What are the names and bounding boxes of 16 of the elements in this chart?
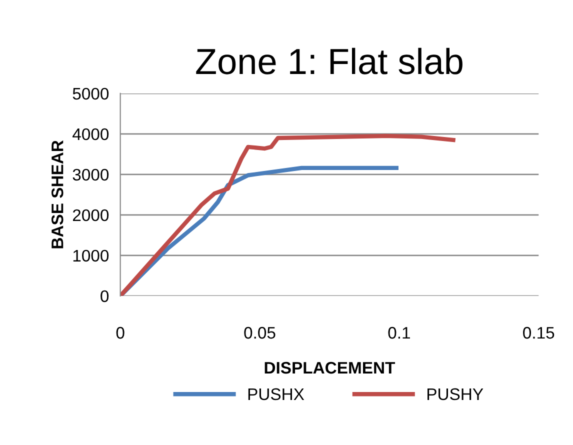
legend-label: PUSHX: [248, 388, 304, 400]
y-tick-label: 1000: [73, 250, 109, 262]
line-series: [120, 134, 456, 296]
x-tick-label: 0.05: [244, 326, 276, 339]
y-tick-label: 0: [100, 290, 109, 302]
y-axis-title: BASE SHEAR: [51, 140, 64, 248]
legend-label: PUSHY: [428, 388, 484, 400]
x-tick-label: 0.1: [388, 326, 410, 339]
x-axis-title: DISPLACEMENT: [264, 362, 396, 374]
x-tick-label: 0.15: [523, 326, 554, 339]
y-tick-label: 4000: [72, 128, 109, 140]
y-tick-label: 3000: [72, 168, 109, 181]
chart-title: Zone 1: Flat slab: [196, 48, 462, 74]
x-tick-label: 0: [116, 326, 124, 339]
y-tick-label: 2000: [72, 209, 109, 222]
y-tick-label: 5000: [72, 88, 109, 100]
